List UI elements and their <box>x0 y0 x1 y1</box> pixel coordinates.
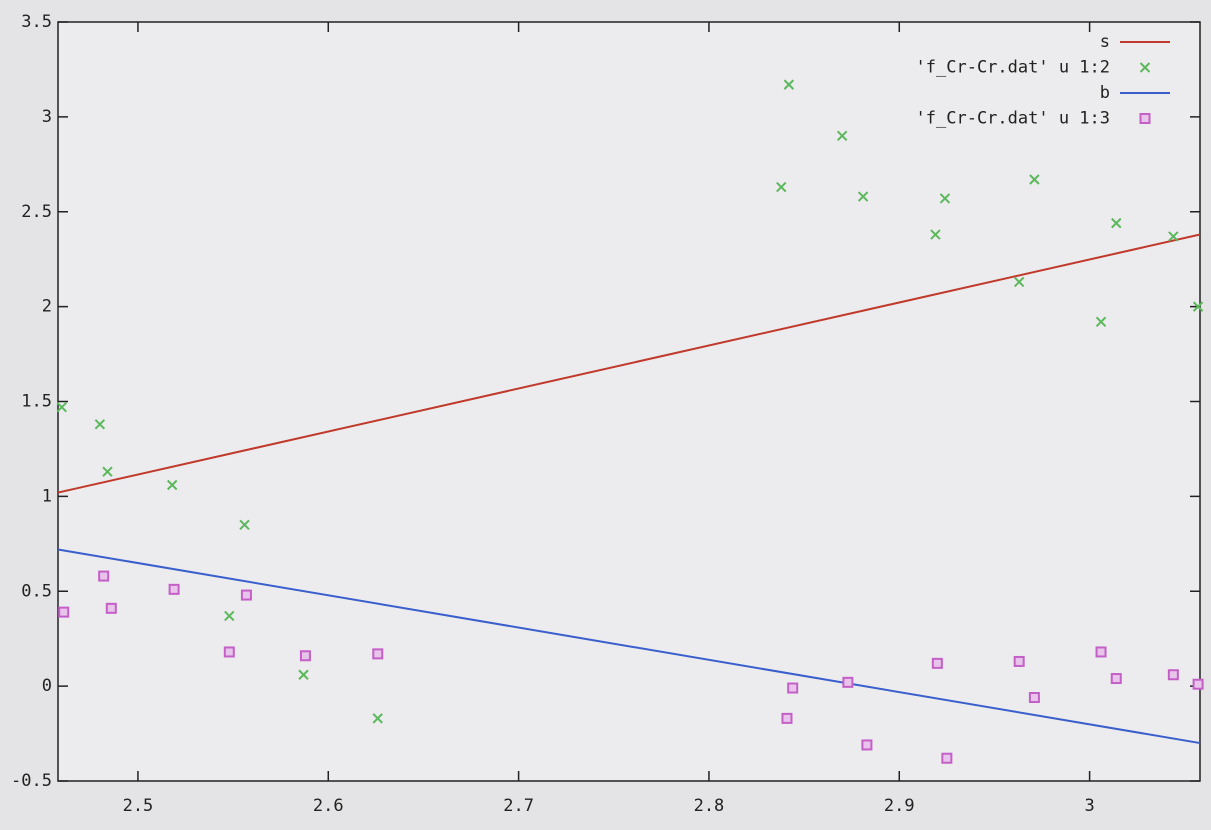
y-tick-label: 2 <box>42 297 52 317</box>
point <box>787 682 799 694</box>
point <box>939 193 951 204</box>
legend-marker <box>1139 62 1151 73</box>
point <box>102 466 113 477</box>
x-tick-label: 2.6 <box>313 796 344 816</box>
point <box>223 646 235 658</box>
point <box>166 479 178 491</box>
point <box>930 229 941 240</box>
point <box>1029 174 1040 185</box>
y-tick-label: -0.5 <box>11 771 52 791</box>
point <box>1192 678 1204 690</box>
point <box>836 130 848 142</box>
point <box>1111 217 1122 229</box>
point <box>1110 673 1122 685</box>
point <box>1013 655 1025 667</box>
y-tick-label: 1 <box>42 486 52 506</box>
point <box>1028 692 1040 704</box>
y-tick-label: 0.5 <box>21 581 52 601</box>
point <box>1013 276 1025 288</box>
point <box>372 713 383 724</box>
x-tick-label: 2.8 <box>694 796 725 816</box>
point <box>941 752 953 764</box>
point <box>1192 301 1204 312</box>
x-tick-label: 3 <box>1084 796 1094 816</box>
point <box>240 589 252 601</box>
point <box>58 606 70 618</box>
y-tick-label: 2.5 <box>21 202 52 222</box>
point <box>94 419 106 430</box>
point <box>857 191 869 202</box>
line <box>57 233 1201 494</box>
line <box>57 548 1201 745</box>
point <box>98 570 110 582</box>
point <box>783 79 795 90</box>
point <box>842 676 854 688</box>
point <box>1095 646 1107 658</box>
x-tick-label: 2.7 <box>503 796 534 816</box>
y-tick-label: 3 <box>42 107 52 127</box>
y-tick-label: 0 <box>42 676 52 696</box>
x-tick-label: 2.5 <box>123 796 154 816</box>
point <box>781 712 793 724</box>
point <box>56 401 68 413</box>
point <box>372 648 384 660</box>
point <box>776 181 787 193</box>
point <box>299 650 311 662</box>
point <box>861 739 873 751</box>
point <box>1168 231 1179 242</box>
point <box>1095 316 1107 328</box>
plot-frame <box>57 21 1201 782</box>
point <box>168 583 180 595</box>
point <box>224 610 235 622</box>
legend-marker <box>1139 113 1151 124</box>
y-tick-label: 3.5 <box>21 12 52 32</box>
y-tick-label: 1.5 <box>21 392 52 412</box>
point <box>239 519 250 531</box>
point <box>1167 669 1179 681</box>
legend-label: 'f_Cr-Cr.dat' u 1:2 <box>916 58 1110 78</box>
x-tick-label: 2.9 <box>884 796 915 816</box>
legend-label: b <box>1100 83 1110 103</box>
point <box>105 602 117 614</box>
point <box>298 669 309 680</box>
point <box>931 657 943 669</box>
legend-label: s <box>1100 32 1110 52</box>
legend-label: 'f_Cr-Cr.dat' u 1:3 <box>916 109 1110 129</box>
